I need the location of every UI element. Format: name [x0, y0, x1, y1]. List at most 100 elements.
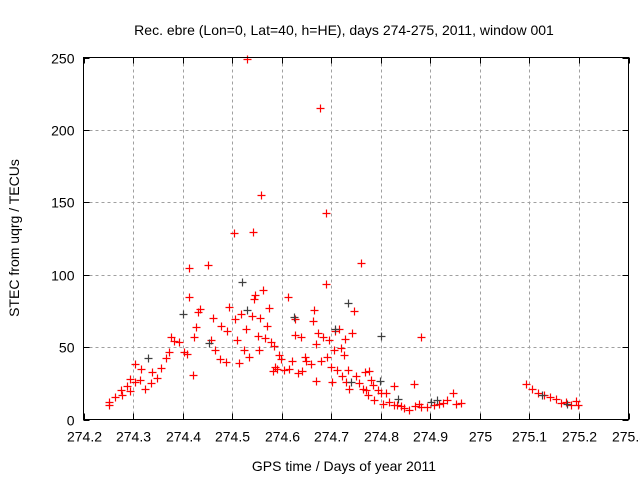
x-tick-label: 274.7: [314, 429, 349, 445]
data-point-plus: [123, 382, 132, 391]
data-point-plus: [170, 337, 179, 346]
data-point-plus: [400, 404, 409, 413]
data-point-plus: [189, 371, 198, 380]
data-point-plus: [307, 360, 316, 369]
data-point-plus: [141, 385, 150, 394]
data-point-plus: [250, 295, 259, 304]
data-point-plus: [522, 380, 531, 389]
x-tick-label: 274.5: [215, 429, 250, 445]
data-point-plus: [117, 386, 126, 395]
data-point-plus: [390, 382, 399, 391]
data-point-plus: [423, 403, 432, 412]
data-point-plus: [534, 389, 543, 398]
data-point-plus: [538, 391, 547, 400]
data-point-plus: [337, 344, 346, 353]
data-point-plus: [350, 307, 359, 316]
y-tick-label: 150: [51, 195, 75, 211]
data-point-plus: [377, 332, 386, 341]
data-point-plus: [288, 357, 297, 366]
data-point-plus: [257, 191, 266, 200]
data-point-plus: [344, 299, 353, 308]
series-gray: [144, 278, 572, 409]
chart-title: Rec. ebre (Lon=0, Lat=40, h=HE), days 27…: [134, 22, 554, 38]
data-point-plus: [271, 363, 280, 372]
data-point-plus: [211, 346, 220, 355]
data-point-plus: [355, 379, 364, 388]
data-point-plus: [562, 398, 571, 407]
data-point-plus: [222, 358, 231, 367]
data-point-plus: [280, 366, 289, 375]
data-point-plus: [230, 229, 239, 238]
data-point-plus: [126, 375, 135, 384]
data-point-plus: [165, 348, 174, 357]
data-point-plus: [449, 389, 458, 398]
y-axis-ticks: 0 50 100 150 200 250: [51, 51, 629, 429]
x-tick-label: 274.6: [265, 429, 300, 445]
data-point-plus: [162, 354, 171, 363]
data-point-plus: [452, 400, 461, 409]
data-point-plus: [348, 329, 357, 338]
data-point-plus: [284, 293, 293, 302]
data-point-plus: [457, 399, 466, 408]
data-point-plus: [131, 378, 140, 387]
data-point-plus: [309, 317, 318, 326]
data-point-plus: [256, 314, 265, 323]
data-point-plus: [330, 346, 339, 355]
y-axis-label: STEC from uqrg / TECUs: [6, 159, 22, 317]
data-point-plus: [361, 368, 370, 377]
y-tick-label: 250: [51, 51, 75, 67]
x-axis-label: GPS time / Days of year 2011: [252, 458, 436, 474]
data-point-plus: [410, 380, 419, 389]
data-point-plus: [362, 386, 371, 395]
data-point-plus: [314, 329, 323, 338]
data-point-plus: [379, 400, 388, 409]
data-point-plus: [325, 336, 334, 345]
data-point-plus: [341, 335, 350, 344]
plot-border: [83, 57, 629, 420]
data-point-plus: [376, 377, 385, 386]
data-point-plus: [153, 374, 162, 383]
data-point-plus: [245, 353, 254, 362]
data-point-plus: [225, 303, 234, 312]
data-point-plus: [144, 354, 153, 363]
data-point-plus: [233, 336, 242, 345]
data-point-plus: [231, 315, 240, 324]
x-tick-label: 275.3: [612, 429, 640, 445]
data-point-plus: [242, 325, 251, 334]
data-point-plus: [269, 367, 278, 376]
data-point-plus: [273, 365, 282, 374]
data-point-plus: [147, 379, 156, 388]
data-point-plus: [263, 322, 272, 331]
data-point-plus: [552, 395, 561, 404]
data-point-plus: [352, 372, 361, 381]
data-point-plus: [572, 397, 581, 406]
data-point-plus: [528, 385, 537, 394]
data-point-plus: [248, 312, 257, 321]
data-point-plus: [427, 398, 436, 407]
data-point-plus: [183, 350, 192, 359]
data-point-plus: [196, 305, 205, 314]
y-tick-label: 200: [51, 123, 75, 139]
data-point-plus: [118, 391, 127, 400]
data-point-plus: [131, 360, 140, 369]
data-point-plus: [137, 365, 146, 374]
data-point-plus: [157, 364, 166, 373]
data-point-plus: [323, 353, 332, 362]
x-tick-label: 274.9: [413, 429, 448, 445]
data-point-plus: [235, 359, 244, 368]
data-point-plus: [357, 259, 366, 268]
data-point-plus: [322, 209, 331, 218]
data-point-plus: [317, 357, 326, 366]
x-tick-label: 274.8: [364, 429, 399, 445]
data-point-plus: [338, 372, 347, 381]
x-tick-label: 275.2: [562, 429, 597, 445]
data-point-plus: [298, 367, 307, 376]
data-point-plus: [148, 368, 157, 377]
data-point-plus: [393, 401, 402, 410]
data-point-plus: [223, 327, 232, 336]
data-point-plus: [443, 396, 452, 405]
data-point-plus: [331, 325, 340, 334]
data-point-plus: [261, 334, 270, 343]
data-point-plus: [111, 393, 120, 402]
data-point-plus: [259, 286, 268, 295]
